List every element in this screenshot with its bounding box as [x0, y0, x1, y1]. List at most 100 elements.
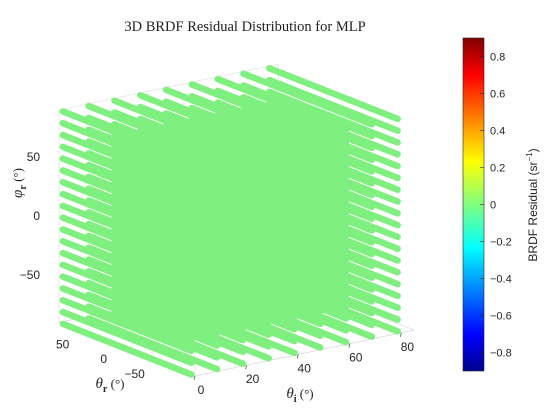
x-tick-label: 40: [298, 361, 312, 375]
data-point-row: [59, 167, 195, 225]
data-point-row: [266, 76, 401, 134]
colorbar-tick-label: −0.8: [490, 348, 512, 360]
data-point-row: [111, 156, 247, 214]
data-point-row: [59, 308, 195, 366]
data-point-row: [59, 179, 195, 237]
data-point-row: [111, 97, 247, 155]
data-point-row: [111, 132, 247, 190]
x-tick-label: 20: [246, 372, 260, 386]
data-point-row: [85, 244, 221, 302]
data-point-row: [59, 226, 195, 284]
data-point-row: [266, 100, 401, 158]
data-point-row: [188, 116, 324, 174]
data-point-row: [266, 65, 401, 123]
data-points: [59, 65, 401, 378]
x-tick-mark: [348, 343, 351, 348]
data-point-row: [240, 70, 376, 128]
colorbar-label: BRDF Residual (sr−1): [525, 148, 540, 261]
data-point-row: [137, 92, 272, 150]
data-point-row: [59, 297, 195, 355]
z-tick-label: 0: [33, 209, 40, 223]
data-point-row: [188, 81, 324, 139]
colorbar-tick-label: −0.4: [490, 274, 512, 286]
y-tick-label: 0: [100, 352, 107, 366]
data-point-row: [111, 250, 247, 308]
data-point-row: [85, 279, 221, 337]
data-point-row: [59, 143, 195, 201]
colorbar-tick-label: −0.2: [490, 237, 512, 249]
data-point-row: [85, 185, 221, 243]
data-point-row: [111, 309, 247, 367]
data-point-row: [85, 161, 221, 219]
data-point-row: [59, 320, 195, 378]
data-point-row: [162, 98, 298, 156]
data-point-row: [111, 239, 247, 297]
data-point-row: [111, 298, 247, 356]
z-axis-label: φr (°): [10, 168, 29, 198]
data-point-row: [111, 227, 247, 285]
data-point-row: [111, 286, 247, 344]
data-point-row: [188, 104, 324, 162]
data-point-row: [85, 232, 221, 290]
data-point-row: [137, 127, 272, 185]
y-tick-label: −50: [124, 367, 145, 381]
data-point-row: [137, 115, 272, 173]
data-point-row: [85, 173, 221, 231]
data-point-row: [59, 131, 195, 189]
x-tick-label: 60: [349, 351, 363, 365]
data-point-row: [266, 88, 401, 146]
data-point-row: [85, 256, 221, 314]
colorbar-tick-label: 0: [490, 200, 496, 212]
data-point-row: [137, 103, 272, 161]
colorbar-ticks: −0.8 −0.6 −0.4 −0.2 0 0.2 0.4 0.6 0.8: [480, 52, 512, 360]
x-axis-label: θi (°): [286, 386, 313, 405]
x-tick-mark: [245, 365, 247, 370]
data-point-row: [111, 215, 247, 273]
data-point-row: [59, 238, 195, 296]
data-point-row: [111, 121, 247, 179]
data-point-row: [240, 82, 376, 140]
data-point-row: [240, 94, 376, 152]
colorbar-tick-label: 0.8: [490, 52, 505, 64]
data-point-row: [162, 86, 298, 144]
data-point-row: [85, 315, 221, 373]
data-point-row: [111, 168, 247, 226]
data-point-row: [59, 120, 195, 178]
data-point-row: [162, 110, 298, 168]
data-point-row: [111, 144, 247, 202]
data-point-row: [85, 268, 221, 326]
data-point-row: [59, 261, 195, 319]
data-point-row: [85, 291, 221, 349]
chart-title: 3D BRDF Residual Distribution for MLP: [124, 19, 365, 35]
data-point-row: [111, 109, 247, 167]
colorbar-tick-label: 0.4: [490, 126, 505, 138]
x-axis-ticks: 0 20 40 60 80: [193, 332, 415, 397]
data-point-row: [59, 155, 195, 213]
data-point-row: [111, 203, 247, 261]
data-point-row: [85, 220, 221, 278]
data-point-row: [59, 249, 195, 307]
data-point-row: [85, 303, 221, 361]
data-point-row: [85, 150, 221, 208]
y-axis-label: θr (°): [96, 376, 125, 395]
x-tick-mark: [400, 332, 402, 337]
x-tick-label: 0: [198, 383, 205, 397]
y-axis-ticks: −50 0 50: [56, 337, 145, 381]
data-point-row: [214, 111, 350, 169]
z-tick-label: 50: [27, 150, 41, 164]
data-point-row: [85, 197, 221, 255]
data-point-row: [111, 180, 247, 238]
data-point-row: [85, 209, 221, 267]
data-point-row: [162, 122, 298, 180]
x-tick-label: 80: [401, 340, 415, 354]
data-point-row: [85, 126, 221, 184]
y-tick-label: 50: [56, 337, 70, 351]
colorbar-tick-label: −0.6: [490, 311, 512, 323]
z-tick-label: −50: [20, 268, 41, 282]
data-point-row: [214, 87, 350, 145]
data-point-row: [85, 114, 221, 172]
data-point-row: [85, 102, 221, 160]
colorbar-tick-label: 0.6: [490, 89, 505, 101]
data-point-row: [85, 138, 221, 196]
